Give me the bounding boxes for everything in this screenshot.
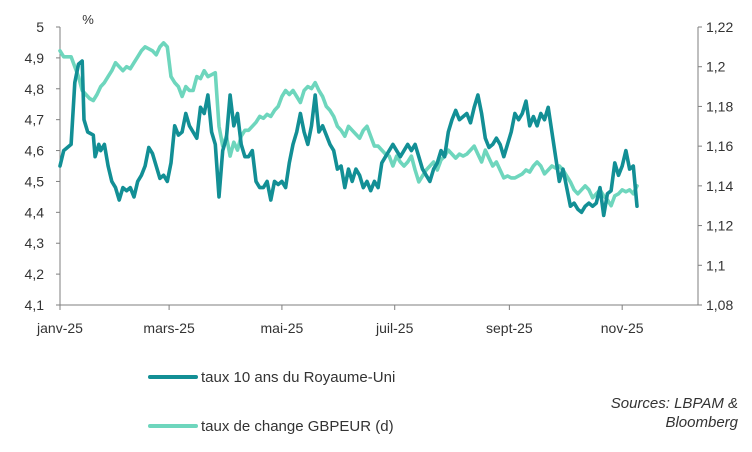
y-left-tick-label: 4,4 bbox=[25, 204, 45, 220]
x-tick-label: sept-25 bbox=[486, 320, 533, 336]
y-left-tick-label: 4,7 bbox=[25, 112, 45, 128]
y-right-tick-label: 1,1 bbox=[706, 257, 726, 273]
x-tick-label: janv-25 bbox=[36, 320, 83, 336]
source-line-1: Sources: LBPAM & bbox=[610, 395, 738, 412]
y-right-tick-label: 1,14 bbox=[706, 178, 733, 194]
x-tick-label: mai-25 bbox=[261, 320, 304, 336]
x-tick-label: nov-25 bbox=[601, 320, 644, 336]
x-tick-label: mars-25 bbox=[143, 320, 195, 336]
y-left-tick-label: 4,6 bbox=[25, 143, 45, 159]
y-right-tick-label: 1,2 bbox=[706, 59, 726, 75]
y-right-tick-label: 1,18 bbox=[706, 98, 733, 114]
legend: taux 10 ans du Royaume-Uni taux de change… bbox=[148, 369, 395, 435]
source-note: Sources: LBPAM & Bloomberg bbox=[538, 394, 738, 432]
legend-label: taux de change GBPEUR (d) bbox=[201, 418, 394, 435]
y-right-tick-label: 1,16 bbox=[706, 138, 733, 154]
legend-label: taux 10 ans du Royaume-Uni bbox=[201, 369, 395, 386]
y-left-tick-label: 4,8 bbox=[25, 81, 45, 97]
x-tick-label: juil-25 bbox=[375, 320, 414, 336]
y-left-tick-label: 5 bbox=[36, 19, 44, 35]
y-right-tick-label: 1,22 bbox=[706, 19, 733, 35]
tick-labels: 4,1 4,2 4,3 4,4 4,5 4,6 4,7 4,8 4,9 5 1,08 1,1 1,12 1… bbox=[25, 12, 734, 336]
y-right-tick-label: 1,08 bbox=[706, 297, 733, 313]
series-lines bbox=[58, 41, 639, 218]
source-line-2: Bloomberg bbox=[665, 414, 738, 431]
y-left-tick-label: 4,3 bbox=[25, 235, 45, 251]
y-left-tick-label: 4,1 bbox=[25, 297, 45, 313]
axes bbox=[56, 26, 702, 310]
y-right-tick-label: 1,12 bbox=[706, 218, 733, 234]
y-left-unit-label: % bbox=[82, 12, 94, 27]
y-left-tick-label: 4,5 bbox=[25, 173, 45, 189]
y-left-tick-label: 4,2 bbox=[25, 266, 45, 282]
series-line-uk-10y bbox=[58, 59, 639, 218]
y-left-tick-label: 4,9 bbox=[25, 50, 45, 66]
series-line-gbpeur bbox=[58, 41, 639, 208]
